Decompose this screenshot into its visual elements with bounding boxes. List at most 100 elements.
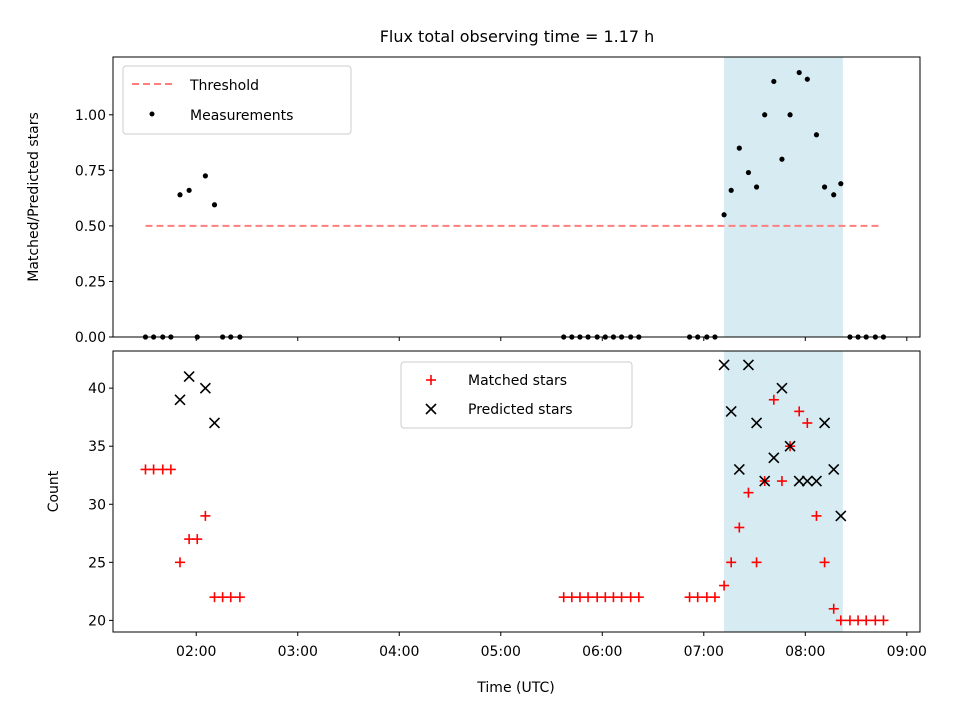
bottom-axes: 20 25 30 35 40 02:00 03:00 04:00 05:00 06:00 07:00… [46,350,927,696]
y-axis-label-count: Count [46,470,62,512]
matched-star-point [148,464,159,475]
matched-star-point [743,487,754,498]
cross-marker-b [784,440,796,452]
measurement-point [821,184,828,190]
predicted-star-point [759,475,771,487]
matched-star-point [835,615,846,626]
x-tick-label: 06:00 [582,644,622,660]
matched-star-point [819,557,830,568]
predicted-star-point [801,475,813,487]
matched-star-point [616,592,627,603]
measurement-point [813,132,820,138]
top-axes: 0.00 0.25 0.50 0.75 1.00 Matched/Predicted s… [26,56,921,346]
predicted-star-point [208,417,221,429]
y-tick-label: 0.25 [75,274,106,290]
cross-marker-b [425,403,437,415]
cross-marker-b [183,370,195,383]
measurement-point [728,187,734,193]
x-tick-label: 02:00 [176,644,216,660]
legend-predicted-label: Predicted stars [468,402,573,418]
y-tick-label: 0.00 [75,330,106,346]
chart-title: Flux total observing time = 1.17 h [380,27,655,46]
cross-marker-b [751,417,763,429]
predicted-star-point [742,359,755,371]
legend-measurements-swatch [149,111,155,117]
bottom-legend: Matched stars Predicted stars [400,361,633,429]
measurement-point [211,202,218,208]
predicted-star-point [784,440,796,452]
shaded-observing-span [724,351,843,632]
matched-star-point [633,592,644,603]
x-tick-label: 08:00 [785,644,825,660]
measurement-point [745,169,752,176]
cross-marker-b [801,475,813,487]
matched-star-point [734,522,745,533]
predicted-star-point [751,417,763,429]
matched-star-point [583,592,594,603]
legend-threshold-label: Threshold [189,78,259,94]
measurement-point [177,192,183,198]
predicted-star-point [793,475,805,487]
matched-star-point [861,615,872,626]
x-tick-label: 03:00 [278,644,318,660]
matched-star-point [811,510,822,521]
measurement-point [831,192,837,198]
measurement-point [787,112,793,118]
top-axes-frame [112,56,921,338]
cross-marker-b [174,394,186,406]
measurement-point [736,145,742,151]
y-tick-label: 25 [88,555,106,571]
predicted-star-point [835,510,847,522]
matched-star-point [768,394,779,405]
predicted-star-point [819,417,831,429]
bottom-legend-box [400,361,633,429]
cross-marker-b [742,359,755,371]
measurement-point [762,112,768,118]
y-tick-label: 0.75 [75,163,106,179]
matched-star-point [225,592,236,603]
matched-star-point [751,557,762,568]
measurement-point [838,181,844,187]
predicted-star-point [718,359,730,371]
top-legend: Threshold Measurements [122,65,352,135]
predicted-star-point [768,452,780,464]
y-tick-label: 40 [88,381,106,397]
matched-star-point [726,557,737,568]
matched-star-point [200,510,211,521]
predicted-star-point [174,394,186,406]
predicted-star-point [725,405,737,417]
top-legend-box [122,65,352,135]
cross-marker-b [835,510,847,522]
measurement-point [186,187,192,193]
measurement-point [779,156,785,162]
legend-matched-label: Matched stars [468,373,567,389]
cross-marker-b [208,417,221,429]
bottom-axes-series [140,359,889,626]
matched-star-point [776,476,787,487]
x-axis-label: Time (UTC) [476,680,554,696]
measurement-point [721,212,727,218]
matched-star-point [692,592,703,603]
measurement-point [796,69,802,76]
x-tick-label: 09:00 [887,644,927,660]
cross-marker-b [776,382,788,394]
legend-measurements-label: Measurements [190,108,293,124]
shaded-observing-span [724,57,843,337]
top-axes-ticks: 0.00 0.25 0.50 0.75 1.00 [75,108,908,346]
x-tick-label: 07:00 [684,644,724,660]
predicted-star-point [810,475,823,487]
cross-marker-b [733,463,745,476]
matched-star-point [828,603,839,614]
y-tick-label: 30 [88,497,106,513]
cross-marker-b [718,359,730,371]
y-axis-label-ratio: Matched/Predicted stars [26,112,42,282]
cross-marker-b [828,463,840,476]
matched-star-point [802,417,813,428]
predicted-star-point [776,382,788,394]
matched-star-point [174,557,185,568]
y-tick-label: 35 [88,439,106,455]
matched-star-point [878,615,889,626]
measurement-point [804,76,810,82]
y-tick-label: 0.50 [75,219,106,235]
cross-marker-b [819,417,831,429]
